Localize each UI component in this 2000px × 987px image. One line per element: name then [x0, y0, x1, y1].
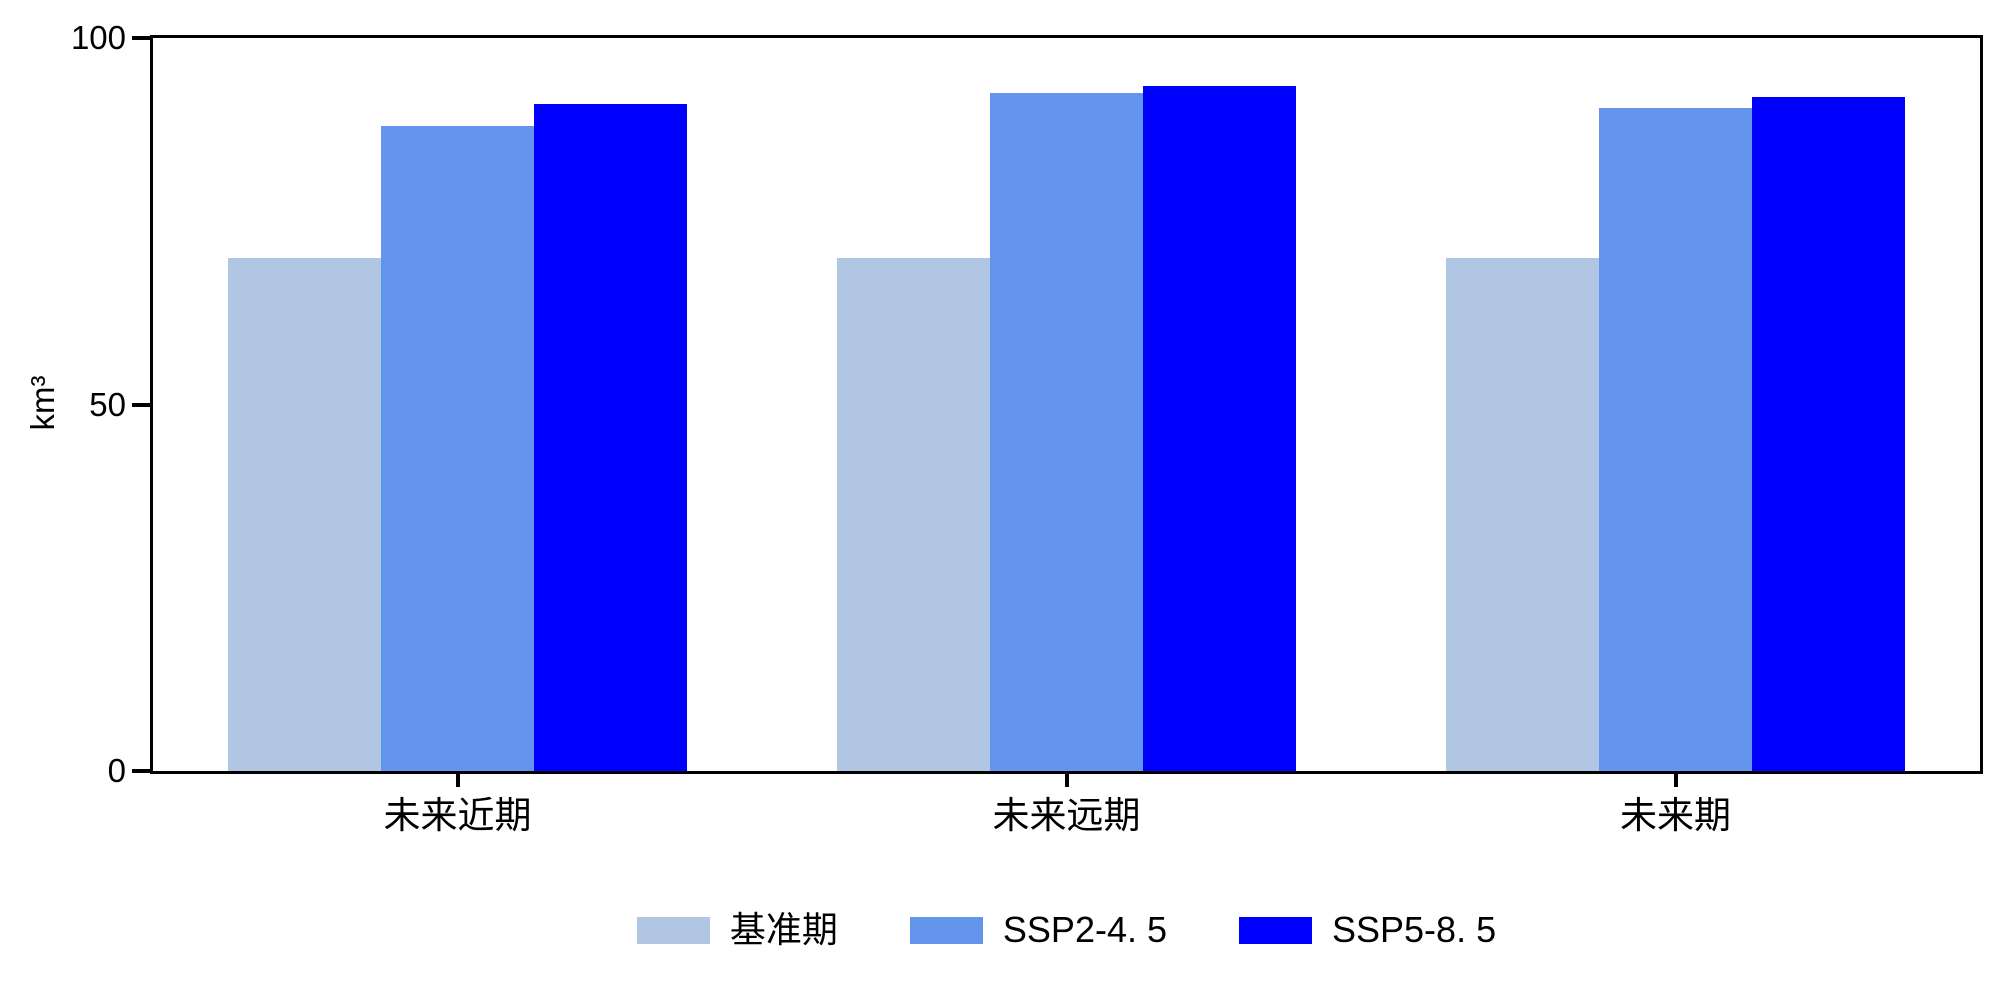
legend-label: 基准期 — [729, 909, 838, 950]
y-tick-label: 0 — [107, 752, 126, 789]
y-tick-label: 50 — [89, 385, 126, 423]
legend-item: SSP2-4. 5 — [909, 909, 1167, 950]
legend-label: SSP5-8. 5 — [1332, 909, 1497, 950]
legend-swatch — [1239, 916, 1312, 944]
legend-label: SSP2-4. 5 — [1002, 909, 1167, 950]
x-tick-label: 未来近期 — [383, 795, 532, 836]
x-tick-label: 未来期 — [1620, 795, 1731, 836]
x-tick-mark — [455, 774, 460, 787]
legend: 基准期 SSP2-4. 5 SSP5-8. 5 — [153, 900, 1980, 960]
x-tick-label: 未来远期 — [992, 795, 1141, 836]
bar-未来期-SSP2-4. 5 — [1599, 107, 1752, 771]
x-tick-mark — [1064, 774, 1069, 787]
legend-swatch — [909, 916, 983, 944]
y-tick-mark — [132, 36, 150, 40]
legend-item: SSP5-8. 5 — [1239, 910, 1496, 950]
bar-未来远期-SSP5-8. 5 — [1143, 85, 1296, 771]
bar-未来远期-SSP2-4. 5 — [990, 92, 1143, 771]
y-tick-label: 100 — [70, 19, 126, 56]
x-tick-mark — [1673, 774, 1678, 787]
bar-未来期-基准期 — [1446, 257, 1599, 771]
legend-item: 基准期 — [636, 909, 838, 950]
y-tick-mark — [132, 769, 150, 773]
bar-未来近期-SSP5-8. 5 — [534, 103, 687, 771]
y-tick-mark — [132, 402, 150, 407]
bar-未来期-SSP5-8. 5 — [1752, 96, 1905, 771]
bar-未来近期-基准期 — [228, 257, 381, 771]
bar-未来远期-基准期 — [837, 257, 990, 771]
legend-swatch — [636, 916, 710, 944]
bar-未来近期-SSP2-4. 5 — [381, 125, 534, 771]
